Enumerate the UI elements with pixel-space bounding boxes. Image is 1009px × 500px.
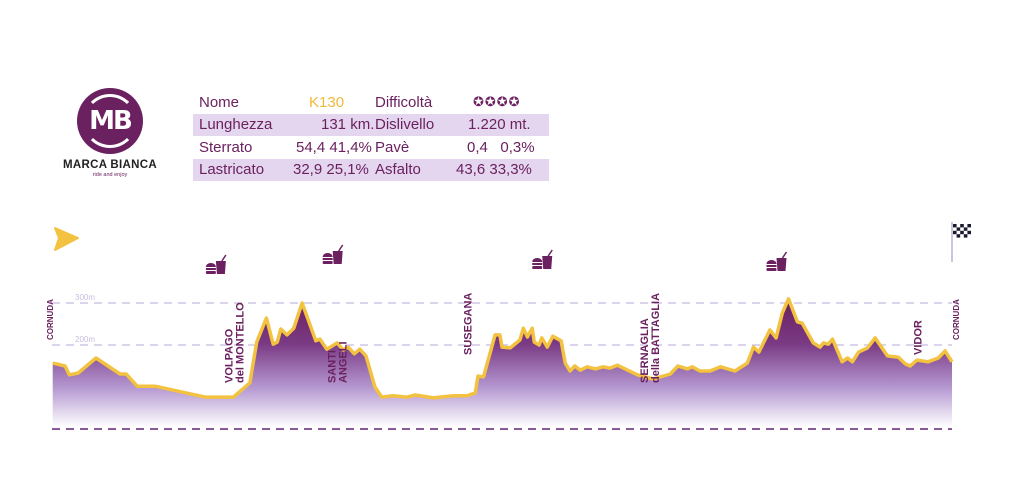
stats-row: Sterrato 54,4 41,4% Pavè 0,4 0,3% [193,136,549,159]
town-label: VOLPAGO [223,328,235,383]
gridline-label: 200m [75,335,95,344]
checkered-flag-icon [951,222,971,262]
town-label: VIDOR [912,320,924,355]
town-label: del MONTELLO [234,302,246,383]
food-stop-icon [766,251,788,271]
food-stop-icon [322,244,344,264]
elevation-area [52,298,953,427]
route-stats-table: Nome K130 Difficoltà ✪✪✪✪ Lunghezza 131 … [193,91,549,181]
town-label: CORNUDA [952,299,961,340]
label-lastricato: Lastricato [199,161,265,179]
town-label: SANTI [326,350,338,383]
lastricato-value: 32,9 25,1% [293,161,369,179]
stats-row: Lastricato 32,9 25,1% Asfalto 43,6 33,3% [193,158,549,181]
town-label: CORNUDA [46,299,55,340]
label-pave: Pavè [375,138,410,156]
food-stop-icon [532,249,553,269]
label-lunghezza: Lunghezza [199,116,273,134]
label-dislivello: Dislivello [375,116,435,134]
length-value: 131 km. [321,116,375,134]
label-sterrato: Sterrato [199,138,253,156]
logo-badge: MB [77,88,143,154]
label-asfalto: Asfalto [375,161,421,179]
elevation-line [52,297,954,400]
town-label: della BATTAGLIA [650,293,662,383]
difficulty-stars: ✪✪✪✪ [473,94,521,110]
logo-mark: MB [89,106,133,136]
food-stop-icon [205,254,227,274]
gridline-label: 300m [75,293,95,302]
town-label: SUSEGANA [462,293,474,355]
label-difficolta: Difficoltà [375,93,433,111]
asfalto-value: 43,6 33,3% [456,161,532,179]
stats-row: Lunghezza 131 km. Dislivello 1.220 mt. [193,113,549,136]
town-label: ANGELI [337,341,349,383]
logo-name: MARCA BIANCA [63,159,157,171]
label-nome: Nome [199,93,240,111]
stats-row: Nome K130 Difficoltà ✪✪✪✪ [193,91,549,114]
sterrato-value: 54,4 41,4% [296,138,372,156]
town-label: SERNAGLIA [639,318,651,383]
route-name: K130 [309,93,345,111]
pave-value: 0,4 0,3% [467,138,535,156]
play-arrow-icon [54,227,79,251]
logo: MB MARCA BIANCA ride and enjoy [52,88,168,178]
elevation-gain-value: 1.220 mt. [468,116,531,134]
logo-tagline: ride and enjoy [92,172,128,178]
